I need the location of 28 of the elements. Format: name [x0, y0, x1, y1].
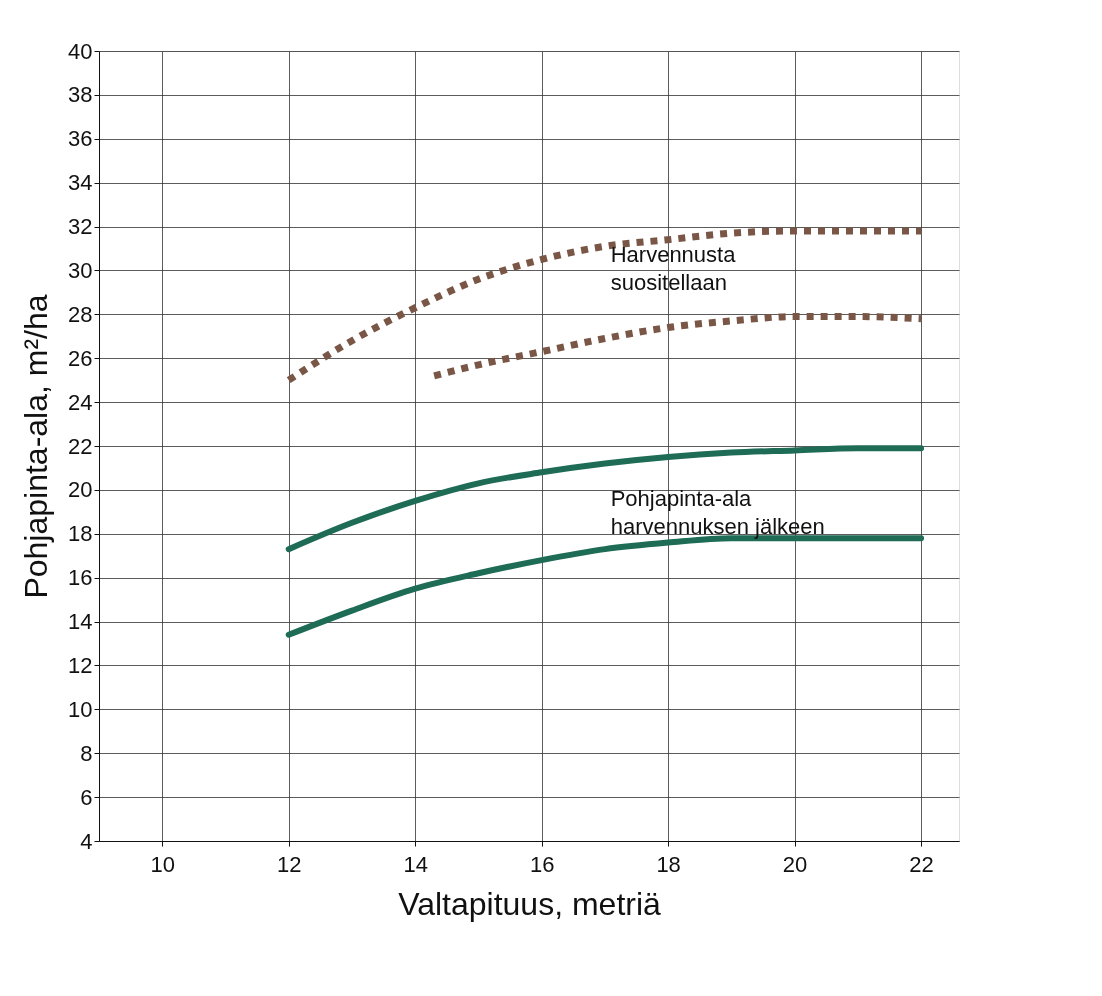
x-tick-label: 14 [403, 851, 428, 877]
y-tick-label: 22 [68, 433, 93, 459]
y-tick-label: 28 [68, 301, 93, 327]
x-tick-label: 12 [276, 851, 302, 877]
y-tick-label: 14 [68, 609, 93, 635]
y-tick-label: 30 [68, 257, 93, 283]
x-tick-label: 18 [656, 851, 681, 877]
y-axis-title: Pohjapinta-ala, m²/ha [18, 294, 55, 599]
y-tick-label: 34 [68, 170, 93, 196]
y-tick-label: 26 [68, 345, 93, 371]
y-tick-label: 40 [68, 38, 93, 64]
y-tick-label: 38 [68, 82, 93, 108]
x-axis-title: Valtapituus, metriä [398, 885, 662, 922]
y-tick-label: 4 [80, 828, 93, 854]
x-tick-label: 20 [782, 851, 808, 877]
y-tick-label: 24 [68, 389, 93, 415]
y-tick-label: 32 [68, 214, 93, 240]
y-tick-label: 10 [68, 696, 93, 722]
x-tick-label: 22 [909, 851, 934, 877]
y-tick-label: 12 [68, 652, 93, 678]
y-tick-label: 8 [80, 740, 93, 766]
x-tick-label: 16 [529, 851, 555, 877]
y-tick-label: 36 [68, 126, 93, 152]
y-tick-label: 20 [68, 477, 93, 503]
y-tick-label: 6 [80, 784, 93, 810]
y-tick-label: 16 [68, 565, 93, 591]
y-tick-label: 18 [68, 521, 93, 547]
x-tick-label: 10 [150, 851, 175, 877]
